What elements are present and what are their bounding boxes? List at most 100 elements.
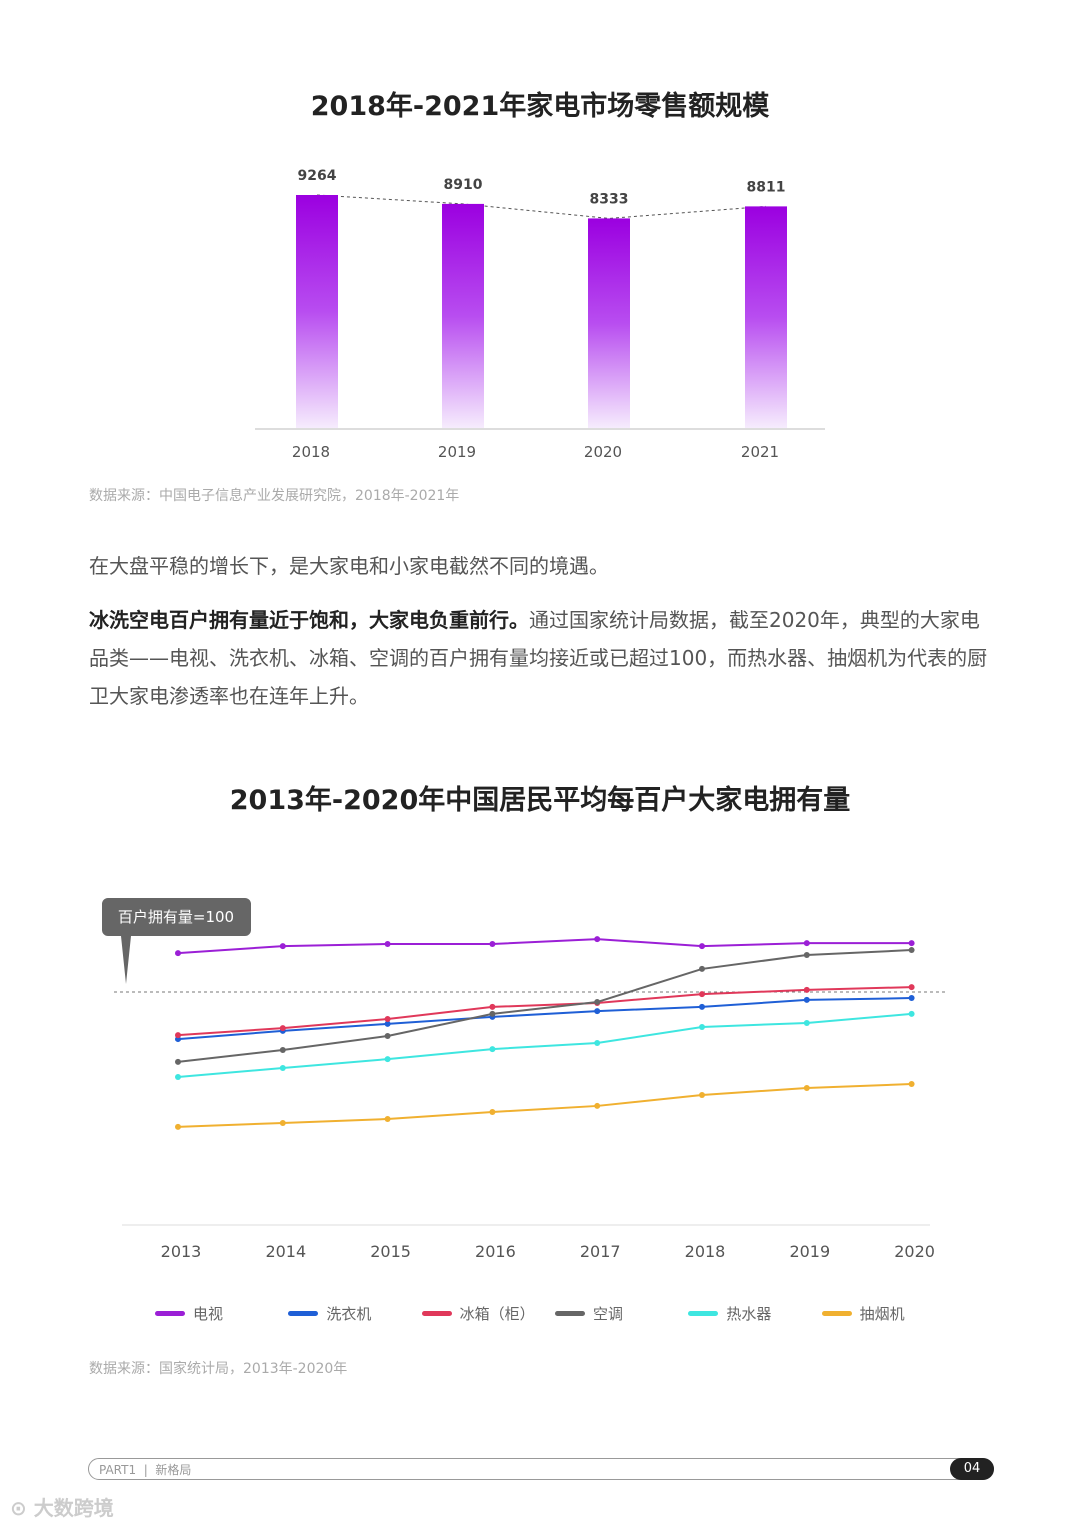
footer: PART1 | 新格局 04 [88,1458,994,1480]
series-line-电视 [177,938,912,955]
legend-item: 抽烟机 [821,1303,955,1324]
x-tick-label: 2015 [370,1242,411,1261]
legend: 电视 洗衣机 冰箱（柜） 空调 热水器 抽烟机 [155,1303,955,1324]
legend-swatch [554,1311,585,1316]
bar-2019 [442,203,484,428]
series-line-洗衣机 [177,997,912,1041]
data-point [279,1119,286,1126]
data-point [489,1003,496,1010]
data-point [489,941,496,948]
data-label: 8811 [747,179,786,195]
watermark-logo: ⊙ 大数跨境 [10,1496,114,1520]
legend-item: 电视 [155,1303,288,1324]
data-point [699,943,705,950]
data-point [908,947,915,954]
data-point [384,1020,391,1027]
page-number: 04 [950,1458,994,1480]
data-point [699,1003,705,1010]
x-tick-label: 2013 [161,1242,202,1261]
x-tick-label: 2014 [265,1242,306,1261]
legend-swatch [421,1311,452,1316]
x-tick-label: 2019 [789,1242,830,1261]
legend-item: 洗衣机 [288,1303,421,1324]
data-point [803,986,810,993]
bar-2021 [745,206,787,428]
legend-item: 冰箱（柜） [421,1303,555,1324]
bar-chart: 9264 2018 8910 2019 8333 2020 8811 2021 [255,168,825,461]
legend-label: 洗衣机 [326,1305,372,1323]
data-point [699,965,705,972]
bar-2018 [296,195,338,428]
x-tick-label: 2020 [894,1242,935,1261]
data-point [384,1056,391,1063]
data-point [699,991,705,998]
data-label: 8333 [590,191,629,207]
legend-swatch [155,1311,185,1316]
data-label: 8910 [444,177,483,193]
reference-label: 百户拥有量=100 [118,908,234,926]
source-note: 数据来源：中国电子信息产业发展研究院，2018年-2021年 [89,488,460,504]
data-point [803,951,810,958]
data-point [279,1025,286,1032]
data-point [175,1123,181,1130]
x-tick-label: 2018 [685,1242,726,1261]
legend-item: 空调 [554,1303,688,1324]
data-point [175,1074,181,1081]
legend-swatch [821,1311,852,1316]
data-point [175,1058,181,1065]
series-line-热水器 [177,1012,912,1079]
data-point [908,984,915,991]
line-chart: 百户拥有量=100 2013 2014 2015 2016 2017 2018 2019 202… [102,898,945,1261]
line-chart-title: 2013年-2020年中国居民平均每百户大家电拥有量 [229,785,851,816]
bar-2020 [588,218,630,428]
legend-label: 抽烟机 [859,1305,905,1323]
legend-label: 冰箱（柜） [459,1305,535,1323]
legend-swatch [288,1311,319,1316]
data-point [908,940,915,947]
data-point [384,1016,391,1023]
series-line-空调 [177,949,912,1063]
data-point [384,1033,391,1040]
data-point [279,943,286,950]
data-point [175,950,181,957]
series-line-抽烟机 [177,1083,912,1128]
data-point [594,999,601,1006]
series-line-冰箱（柜） [177,986,912,1037]
data-point [175,1032,181,1039]
data-point [384,1115,391,1122]
data-point [803,996,810,1003]
legend-label: 热水器 [726,1305,772,1323]
data-point [908,1081,915,1088]
paragraph: 冰洗空电百户拥有量近于饱和，大家电负重前行。通过国家统计局数据，截至2020年，… [89,601,999,715]
data-point [803,1084,810,1091]
data-point [803,1019,810,1026]
data-point [279,1047,286,1054]
data-point [803,940,810,947]
reference-callout [102,898,251,984]
legend-label: 电视 [193,1305,224,1323]
legend-item: 热水器 [688,1303,821,1324]
legend-swatch [688,1311,719,1316]
x-tick-label: 2021 [741,443,779,461]
data-point [594,1102,601,1109]
data-point [489,1010,496,1017]
x-tick-label: 2020 [584,443,622,461]
trend-line [316,194,767,219]
data-point [699,1023,705,1030]
footer-section: PART1 | 新格局 [99,1463,192,1477]
paragraph-text: 通过国家统计局数据，截至2020年，典型的大家电品类——电视、洗衣机、冰箱、空调… [89,608,988,708]
source-note: 数据来源：国家统计局，2013年-2020年 [89,1361,348,1377]
data-point [489,1046,496,1053]
data-point [908,1010,915,1017]
data-point [594,1040,601,1047]
data-point [384,941,391,948]
bar-chart-title: 2018年-2021年家电市场零售额规模 [310,91,770,122]
paragraph-bold: 冰洗空电百户拥有量近于饱和，大家电负重前行。 [89,608,529,632]
data-point [594,936,601,943]
data-point [279,1064,286,1071]
paragraph: 在大盘平稳的增长下，是大家电和小家电截然不同的境遇。 [89,554,609,578]
data-label: 9264 [298,168,337,184]
data-point [908,995,915,1002]
x-tick-label: 2019 [438,443,476,461]
